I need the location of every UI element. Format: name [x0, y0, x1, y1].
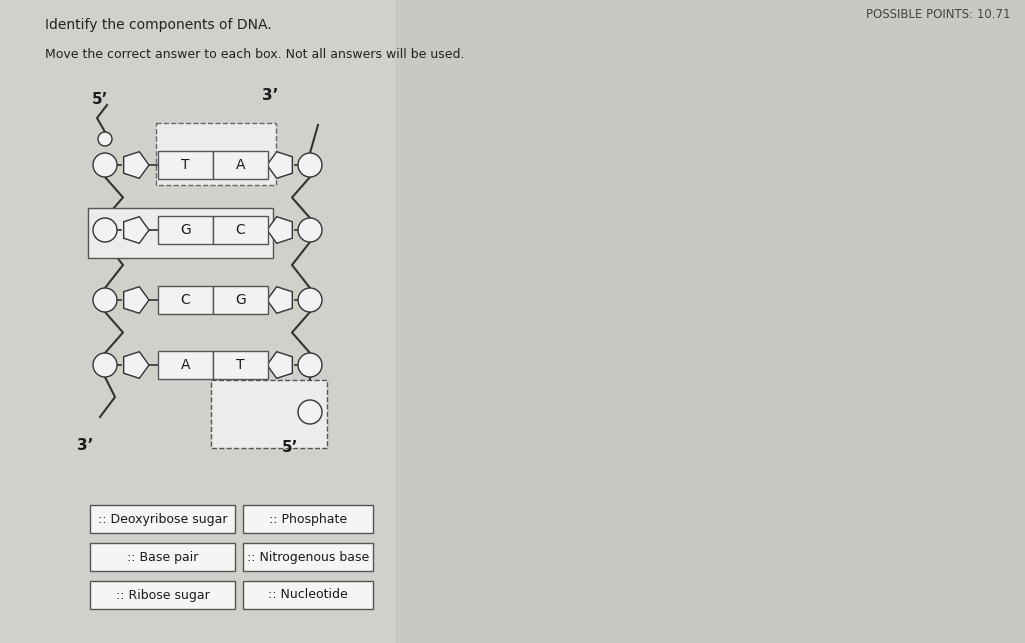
Polygon shape — [124, 352, 149, 378]
Bar — [213, 151, 268, 179]
Circle shape — [93, 288, 117, 312]
Text: A: A — [180, 358, 191, 372]
Circle shape — [298, 218, 322, 242]
Polygon shape — [124, 287, 149, 313]
Circle shape — [93, 218, 117, 242]
Polygon shape — [266, 287, 292, 313]
Bar — [88, 208, 273, 258]
Text: C: C — [236, 223, 245, 237]
Circle shape — [298, 153, 322, 177]
Circle shape — [298, 353, 322, 377]
Text: :: Nucleotide: :: Nucleotide — [269, 588, 347, 601]
Bar — [211, 380, 327, 448]
Polygon shape — [266, 352, 292, 378]
Text: :: Ribose sugar: :: Ribose sugar — [116, 588, 209, 601]
Bar — [90, 505, 235, 533]
Bar — [213, 351, 268, 379]
Text: :: Phosphate: :: Phosphate — [269, 512, 347, 525]
Text: A: A — [236, 158, 245, 172]
Text: T: T — [181, 158, 190, 172]
Text: :: Base pair: :: Base pair — [127, 550, 198, 563]
Bar — [158, 216, 213, 244]
Text: G: G — [180, 223, 191, 237]
Text: Move the correct answer to each box. Not all answers will be used.: Move the correct answer to each box. Not… — [45, 48, 464, 61]
Circle shape — [298, 288, 322, 312]
Bar — [213, 216, 268, 244]
Bar — [243, 505, 373, 533]
Text: C: C — [180, 293, 191, 307]
Circle shape — [93, 153, 117, 177]
Text: POSSIBLE POINTS: 10.71: POSSIBLE POINTS: 10.71 — [865, 8, 1010, 21]
Text: T: T — [236, 358, 245, 372]
Polygon shape — [266, 152, 292, 178]
Circle shape — [298, 400, 322, 424]
Bar — [158, 351, 213, 379]
Bar — [90, 581, 235, 609]
Polygon shape — [266, 217, 292, 243]
Text: 5’: 5’ — [92, 93, 109, 107]
Text: 3’: 3’ — [77, 437, 93, 453]
Polygon shape — [124, 217, 149, 243]
Polygon shape — [124, 152, 149, 178]
Text: :: Nitrogenous base: :: Nitrogenous base — [247, 550, 369, 563]
Circle shape — [98, 132, 112, 146]
Bar — [158, 286, 213, 314]
Text: 5’: 5’ — [282, 440, 298, 455]
Text: 3’: 3’ — [261, 87, 278, 102]
Bar — [158, 151, 213, 179]
Bar — [0, 0, 395, 643]
Text: :: Deoxyribose sugar: :: Deoxyribose sugar — [97, 512, 228, 525]
Bar — [213, 286, 268, 314]
Text: Identify the components of DNA.: Identify the components of DNA. — [45, 18, 272, 32]
Text: G: G — [235, 293, 246, 307]
Circle shape — [93, 353, 117, 377]
Bar — [90, 543, 235, 571]
Bar — [243, 543, 373, 571]
Bar — [156, 123, 276, 185]
Bar — [243, 581, 373, 609]
